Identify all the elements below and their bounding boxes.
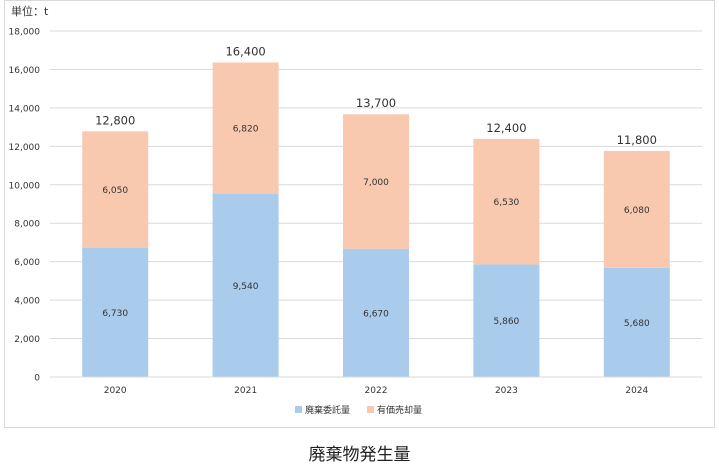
bar-value-label: 5,860: [494, 317, 520, 327]
bar-value-label: 7,000: [363, 178, 389, 188]
bar-value-label: 6,730: [102, 309, 128, 319]
bar-total-label: 13,700: [356, 96, 396, 110]
y-tick-label: 4,000: [14, 297, 40, 307]
bar-segment-1: [603, 267, 670, 377]
bar-total-label: 12,800: [95, 113, 135, 127]
y-tick-label: 18,000: [9, 28, 41, 38]
legend-swatch: [295, 406, 302, 413]
bar-segment-2: [603, 150, 670, 268]
bar-value-label: 6,670: [363, 309, 389, 319]
bar-value-label: 6,820: [233, 125, 259, 135]
x-tick-label: 2020: [104, 386, 127, 396]
bar-segment-2: [212, 62, 279, 194]
y-tick-label: 8,000: [14, 220, 40, 230]
y-tick-label: 6,000: [14, 258, 40, 268]
legend-swatch: [367, 406, 374, 413]
bar-value-label: 9,540: [233, 282, 259, 292]
y-tick-label: 16,000: [9, 66, 41, 76]
legend-label: 有価売却量: [377, 404, 422, 416]
y-tick-label: 2,000: [14, 335, 40, 345]
y-tick-label: 12,000: [9, 143, 41, 153]
chart-caption: 廃棄物発生量: [308, 445, 411, 465]
unit-label: 単位：t: [11, 5, 49, 18]
bar-value-label: 5,680: [624, 319, 650, 329]
y-tick-label: 0: [34, 374, 40, 384]
x-tick-label: 2022: [365, 386, 388, 396]
bar-segment-1: [343, 248, 409, 377]
x-tick-label: 2021: [234, 386, 257, 396]
bar-total-label: 16,400: [225, 45, 265, 59]
bar-segment-1: [82, 247, 149, 377]
y-tick-label: 14,000: [9, 104, 41, 114]
bar-total-label: 12,400: [486, 121, 526, 135]
bar-value-label: 6,530: [494, 198, 520, 208]
bar-value-label: 6,080: [624, 206, 650, 216]
bar-segment-2: [343, 114, 409, 249]
bar-segment-2: [473, 138, 540, 265]
x-tick-label: 2024: [625, 386, 648, 396]
x-tick-label: 2023: [495, 386, 518, 396]
stacked-bar-chart: 0 2,000 4,000 6,000 8,000 10,000 12,000 14,000 1…: [9, 28, 702, 416]
y-tick-label: 10,000: [9, 181, 41, 191]
bar-value-label: 6,050: [102, 186, 128, 196]
bar-segment-1: [212, 193, 279, 377]
bar-total-label: 11,800: [617, 133, 657, 147]
bar-segment-1: [473, 264, 540, 377]
legend-label: 廃棄委託量: [305, 404, 350, 416]
bar-segment-2: [82, 131, 149, 248]
